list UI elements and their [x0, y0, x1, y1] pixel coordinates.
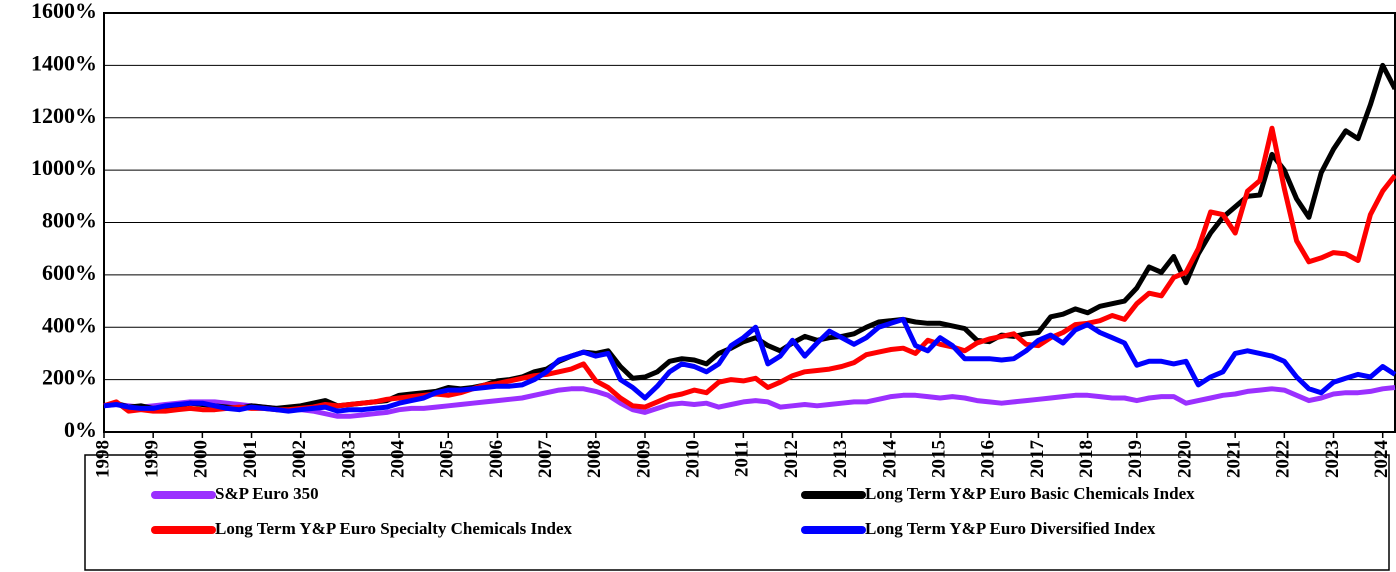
y-tick-label: 1600% — [31, 0, 97, 23]
x-tick-label: 1998 — [92, 440, 113, 478]
x-tick-label: 2008 — [584, 440, 605, 478]
x-tick-label: 2018 — [1076, 440, 1097, 478]
y-tick-label: 1000% — [31, 155, 97, 180]
x-tick-label: 2011 — [732, 440, 753, 477]
legend-label: Long Term Y&P Euro Specialty Chemicals I… — [215, 519, 573, 538]
x-tick-label: 2009 — [633, 440, 654, 478]
legend-box — [84, 454, 1390, 571]
x-tick-label: 2007 — [535, 440, 556, 479]
legend-label: S&P Euro 350 — [215, 484, 319, 503]
x-tick-label: 2012 — [781, 440, 802, 478]
x-tick-label: 2010 — [683, 440, 704, 478]
x-tick-label: 2019 — [1125, 440, 1146, 478]
y-tick-label: 0% — [64, 417, 97, 442]
x-tick-label: 2024 — [1371, 440, 1392, 479]
x-tick-label: 2013 — [830, 440, 851, 478]
x-tick-label: 2015 — [928, 440, 949, 478]
y-tick-label: 200% — [42, 365, 97, 390]
x-tick-label: 2016 — [978, 440, 999, 478]
x-tick-label: 1999 — [142, 440, 163, 478]
series-line — [103, 125, 1396, 414]
y-tick-label: 1200% — [31, 103, 97, 128]
x-tick-label: 2023 — [1322, 440, 1343, 478]
x-tick-label: 2003 — [338, 440, 359, 478]
legend-label: Long Term Y&P Euro Basic Chemicals Index — [865, 484, 1195, 503]
x-tick-label: 2014 — [879, 440, 900, 479]
x-tick-label: 2005 — [437, 440, 458, 478]
y-tick-label: 400% — [42, 312, 97, 337]
y-tick-label: 1400% — [31, 50, 97, 75]
x-tick-label: 2002 — [289, 440, 310, 478]
legend-label: Long Term Y&P Euro Diversified Index — [865, 519, 1156, 538]
x-tick-label: 2004 — [387, 440, 408, 479]
x-tick-label: 2021 — [1224, 440, 1245, 478]
x-tick-label: 2006 — [486, 440, 507, 478]
x-tick-label: 2001 — [240, 440, 261, 478]
y-tick-label: 800% — [42, 208, 97, 233]
x-tick-label: 2022 — [1273, 440, 1294, 478]
series-line — [103, 385, 1396, 419]
x-tick-label: 2020 — [1174, 440, 1195, 478]
plot-border — [103, 12, 1396, 433]
y-tick-label: 600% — [42, 260, 97, 285]
x-tick-label: 2000 — [191, 440, 212, 478]
series-line — [103, 62, 1396, 411]
x-tick-label: 2017 — [1027, 440, 1048, 479]
series-line — [103, 316, 1396, 414]
